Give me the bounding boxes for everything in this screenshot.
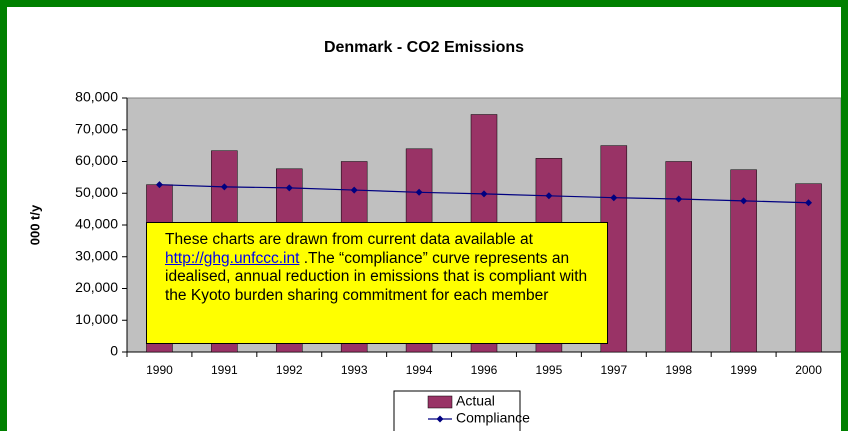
x-tick-label: 1999: [730, 363, 757, 377]
bar: [665, 161, 692, 353]
x-tick-label: 1992: [276, 363, 303, 377]
y-tick-label: 70,000: [75, 120, 118, 136]
legend-swatch: [427, 395, 453, 409]
line-marker: [545, 192, 553, 200]
x-tick-label: 2000: [795, 363, 822, 377]
annotation-text: These charts are drawn from current data…: [165, 231, 533, 248]
bar: [795, 183, 822, 353]
chart-title: Denmark - CO2 Emissions: [324, 39, 524, 56]
legend-box: [393, 390, 521, 431]
y-tick-label: 20,000: [75, 279, 118, 295]
line-marker: [350, 186, 358, 194]
bar: [730, 169, 757, 353]
y-tick-label: 50,000: [75, 184, 118, 200]
x-tick-label: 1996: [471, 363, 498, 377]
line-marker: [155, 181, 163, 189]
annotation-text: .The “compliance” curve represents an id…: [165, 249, 588, 304]
line-marker: [610, 194, 618, 202]
line-marker: [805, 199, 813, 207]
line-marker: [480, 190, 488, 198]
y-tick-label: 10,000: [75, 311, 118, 327]
x-tick-label: 1990: [146, 363, 173, 377]
y-axis-label: 000 t/y: [27, 204, 42, 245]
line-marker: [415, 188, 423, 196]
legend-label: Compliance: [456, 410, 530, 426]
line-marker: [740, 197, 748, 205]
x-tick-label: 1993: [341, 363, 368, 377]
y-tick-label: 60,000: [75, 152, 118, 168]
legend-marker: [436, 415, 444, 423]
y-tick-label: 40,000: [75, 216, 118, 232]
y-tick-label: 30,000: [75, 247, 118, 263]
legend-label: Actual: [456, 393, 495, 409]
line-marker: [675, 195, 683, 203]
annotation: These charts are drawn from current data…: [146, 222, 608, 344]
y-tick-label: 0: [110, 343, 118, 359]
line-marker: [285, 184, 293, 192]
annotation-link[interactable]: http://ghg.unfccc.int: [165, 249, 300, 267]
x-tick-label: 1998: [665, 363, 692, 377]
y-tick-label: 80,000: [75, 89, 118, 105]
line-marker: [220, 183, 228, 191]
x-tick-label: 1995: [536, 363, 563, 377]
x-tick-label: 1997: [600, 363, 627, 377]
x-tick-label: 1991: [211, 363, 238, 377]
x-tick-label: 1994: [406, 363, 433, 377]
